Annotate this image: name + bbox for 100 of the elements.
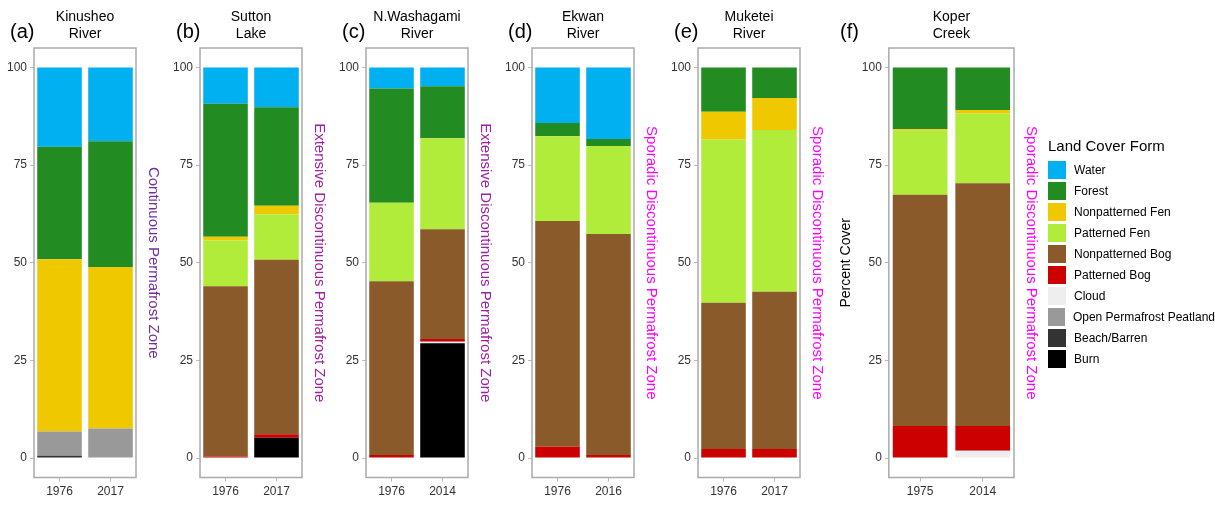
x-tick-label: 1976 <box>378 484 406 499</box>
bar <box>203 240 248 287</box>
bar <box>203 236 248 241</box>
x-tick-label: 2017 <box>761 484 789 499</box>
y2-axis-title: Extensive Discontinuous Permafrost Zone <box>312 123 330 403</box>
x-tick-label: 1976 <box>544 484 572 499</box>
x-tick-label: 2017 <box>263 484 291 499</box>
bar <box>37 431 82 456</box>
y-tick-label: 50 <box>179 255 194 270</box>
bar <box>701 111 746 140</box>
bar <box>535 446 580 458</box>
bar <box>955 450 1011 458</box>
y-tick-label: 75 <box>13 157 28 172</box>
y-tick-label: 75 <box>868 157 883 172</box>
bar <box>892 426 948 458</box>
bar <box>88 428 133 458</box>
y-tick-label: 75 <box>511 157 526 172</box>
chart-title: Ekwan River <box>562 8 605 41</box>
text: (a) <box>10 20 35 42</box>
legend-label: Burn <box>1074 352 1100 366</box>
legend-label: Water <box>1074 163 1106 177</box>
bar <box>955 110 1011 114</box>
bar <box>203 286 248 457</box>
bar <box>955 426 1011 451</box>
bar <box>420 86 465 139</box>
bar <box>752 291 797 450</box>
y-tick-label: 50 <box>677 255 692 270</box>
y2-axis-title: Continuous Permafrost Zone <box>146 166 164 359</box>
y-tick-label: 100 <box>6 59 28 74</box>
chart-title: Kinusheo River <box>55 8 115 41</box>
bar <box>254 214 299 260</box>
bar <box>586 67 631 139</box>
bar <box>701 67 746 112</box>
chart-title: Sutton Lake <box>230 8 272 41</box>
bar <box>254 434 299 438</box>
bar <box>701 449 746 458</box>
bar <box>752 97 797 131</box>
bar <box>535 67 580 123</box>
bar <box>88 141 133 268</box>
legend-label: Nonpatterned Fen <box>1074 205 1171 219</box>
bar <box>254 107 299 206</box>
y2-axis-title: Sporadic Discontinuous Permafrost Zone <box>810 126 828 400</box>
legend-label: Nonpatterned Bog <box>1074 247 1172 261</box>
y-tick-label: 75 <box>345 157 360 172</box>
legend-label: Patterned Bog <box>1074 268 1151 282</box>
y-tick-label: 25 <box>868 352 883 367</box>
legend-label: Patterned Fen <box>1074 226 1151 240</box>
bar <box>420 229 465 339</box>
y2-axis-title: Extensive Discontinuous Permafrost Zone <box>478 123 496 403</box>
bar <box>535 221 580 447</box>
bar <box>892 67 948 130</box>
x-tick-label: 2014 <box>969 484 997 499</box>
bar <box>752 449 797 458</box>
y-tick-label: 25 <box>511 352 526 367</box>
x-tick-label: 1976 <box>212 484 240 499</box>
bar <box>88 67 133 142</box>
y2-axis-title: Sporadic Discontinuous Permafrost Zone <box>1024 126 1042 400</box>
y-tick-label: 25 <box>677 352 692 367</box>
y-axis-title: Percent Cover <box>837 217 854 308</box>
y-tick-label: 50 <box>511 255 526 270</box>
bar <box>203 103 248 237</box>
bar <box>586 454 631 458</box>
bar <box>254 205 299 215</box>
legend-label: Beach/Barren <box>1074 331 1148 345</box>
y-tick-label: 25 <box>345 352 360 367</box>
y-tick-label: 25 <box>13 352 28 367</box>
bar <box>369 454 414 458</box>
bar <box>254 437 299 458</box>
bar <box>254 67 299 108</box>
bar <box>420 138 465 230</box>
y-tick-label: 100 <box>338 59 360 74</box>
y-tick-label: 100 <box>504 59 526 74</box>
y-tick-label: 100 <box>861 59 883 74</box>
text: (d) <box>508 20 533 42</box>
text: (b) <box>176 20 201 42</box>
legend-label: Cloud <box>1074 289 1106 303</box>
y2-axis-title: Sporadic Discontinuous Permafrost Zone <box>644 126 662 400</box>
legend-label: Forest <box>1074 184 1109 198</box>
bar <box>369 202 414 282</box>
y-tick-label: 0 <box>352 450 360 465</box>
bar <box>955 113 1011 184</box>
text: (f) <box>840 20 859 42</box>
y-tick-label: 100 <box>172 59 194 74</box>
bar <box>752 67 797 98</box>
x-tick-label: 1975 <box>906 484 934 499</box>
x-tick-label: 1976 <box>710 484 738 499</box>
x-tick-label: 2016 <box>595 484 623 499</box>
legend-title: Land Cover Form <box>1048 136 1166 154</box>
y-tick-label: 100 <box>670 59 692 74</box>
y-tick-label: 75 <box>179 157 194 172</box>
bar <box>369 88 414 203</box>
bar <box>892 130 948 195</box>
x-tick-label: 2014 <box>429 484 457 499</box>
bar <box>203 67 248 104</box>
bar <box>535 136 580 222</box>
bar <box>586 233 631 455</box>
bar <box>254 259 299 435</box>
y-tick-label: 25 <box>179 352 194 367</box>
x-tick-label: 1976 <box>46 484 74 499</box>
y-tick-label: 50 <box>345 255 360 270</box>
